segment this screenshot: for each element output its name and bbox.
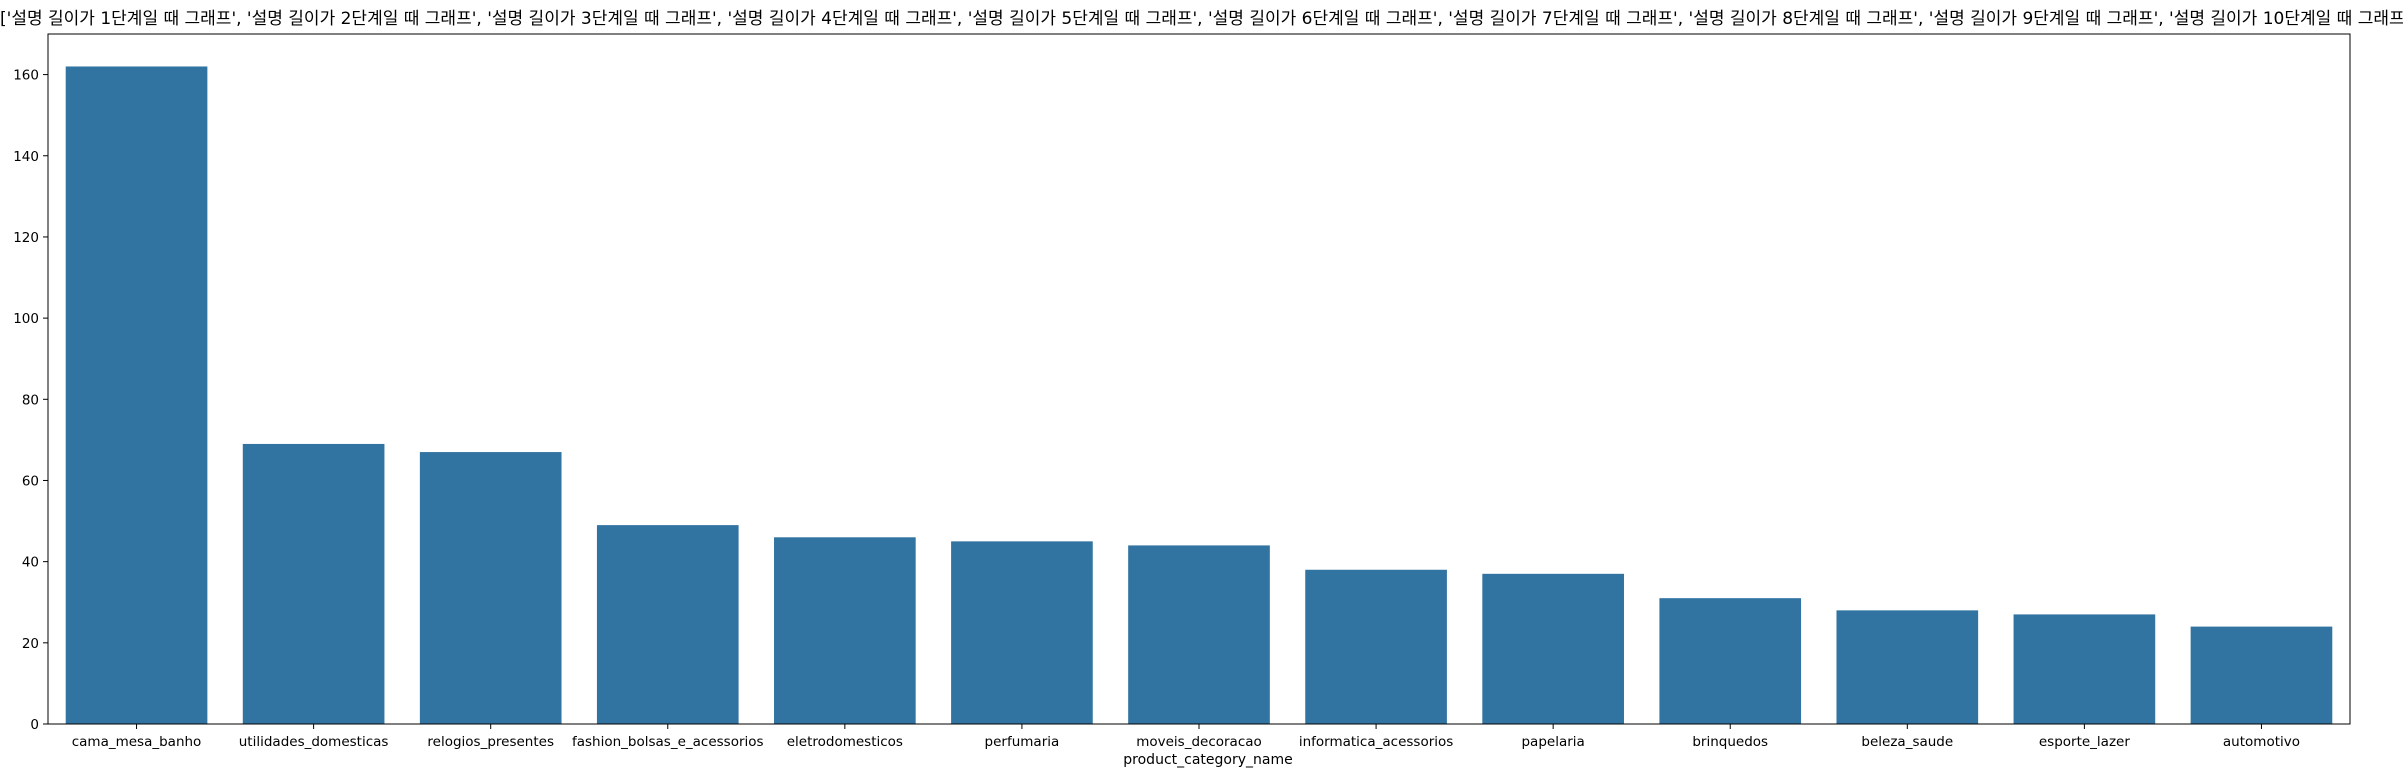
y-tick-label: 100	[13, 311, 39, 327]
x-tick-label: brinquedos	[1692, 734, 1768, 750]
x-tick-label: perfumaria	[985, 734, 1060, 750]
bar-cama_mesa_banho	[65, 66, 208, 725]
x-tick-label: informatica_acessorios	[1299, 734, 1453, 750]
bar-esporte_lazer	[2013, 614, 2156, 724]
x-tick-label: fashion_bolsas_e_acessorios	[572, 734, 764, 750]
y-tick-label: 140	[13, 149, 39, 165]
y-tick-label: 160	[13, 68, 39, 84]
y-tick-label: 20	[22, 636, 39, 652]
bar-utilidades_domesticas	[242, 443, 385, 724]
bar-automotivo	[2190, 626, 2333, 724]
bar-eletrodomesticos	[774, 537, 916, 724]
y-tick-label: 0	[30, 717, 39, 733]
x-tick-label: moveis_decoracao	[1136, 734, 1262, 750]
x-tick-label: utilidades_domesticas	[239, 734, 389, 750]
bar-informatica_acessorios	[1305, 569, 1447, 724]
bars-group	[65, 66, 2333, 725]
x-tick-label: esporte_lazer	[2039, 734, 2130, 750]
bar-relogios_presentes	[419, 452, 562, 724]
x-axis-label: product_category_name	[1123, 752, 1292, 768]
y-tick-label: 80	[22, 392, 39, 408]
x-tick-label: automotivo	[2223, 734, 2300, 750]
x-tick-label: beleza_saude	[1861, 734, 1953, 750]
y-tick-label: 60	[22, 473, 39, 489]
y-tick-label: 120	[13, 230, 39, 246]
bar-beleza_saude	[1836, 610, 1979, 724]
x-tick-label: eletrodomesticos	[787, 734, 903, 750]
bar-fashion_bolsas_e_acessorios	[596, 525, 739, 724]
y-tick-label: 40	[22, 555, 39, 571]
bar-perfumaria	[951, 541, 1093, 724]
bar-brinquedos	[1659, 598, 1802, 724]
x-tick-label: cama_mesa_banho	[72, 734, 202, 750]
chart-title: ['설명 길이가 1단계일 때 그래프', '설명 길이가 2단계일 때 그래프…	[0, 9, 2403, 29]
plot-frame	[47, 33, 2351, 725]
x-tick-label: papelaria	[1521, 734, 1584, 750]
bar-moveis_decoracao	[1128, 545, 1270, 724]
y-axis: 0 20 40 60 80 100 120 140 160	[13, 68, 48, 733]
x-axis: cama_mesa_banho utilidades_domesticas relo…	[72, 724, 2300, 750]
x-tick-label: relogios_presentes	[427, 734, 554, 750]
bar-papelaria	[1482, 573, 1624, 724]
